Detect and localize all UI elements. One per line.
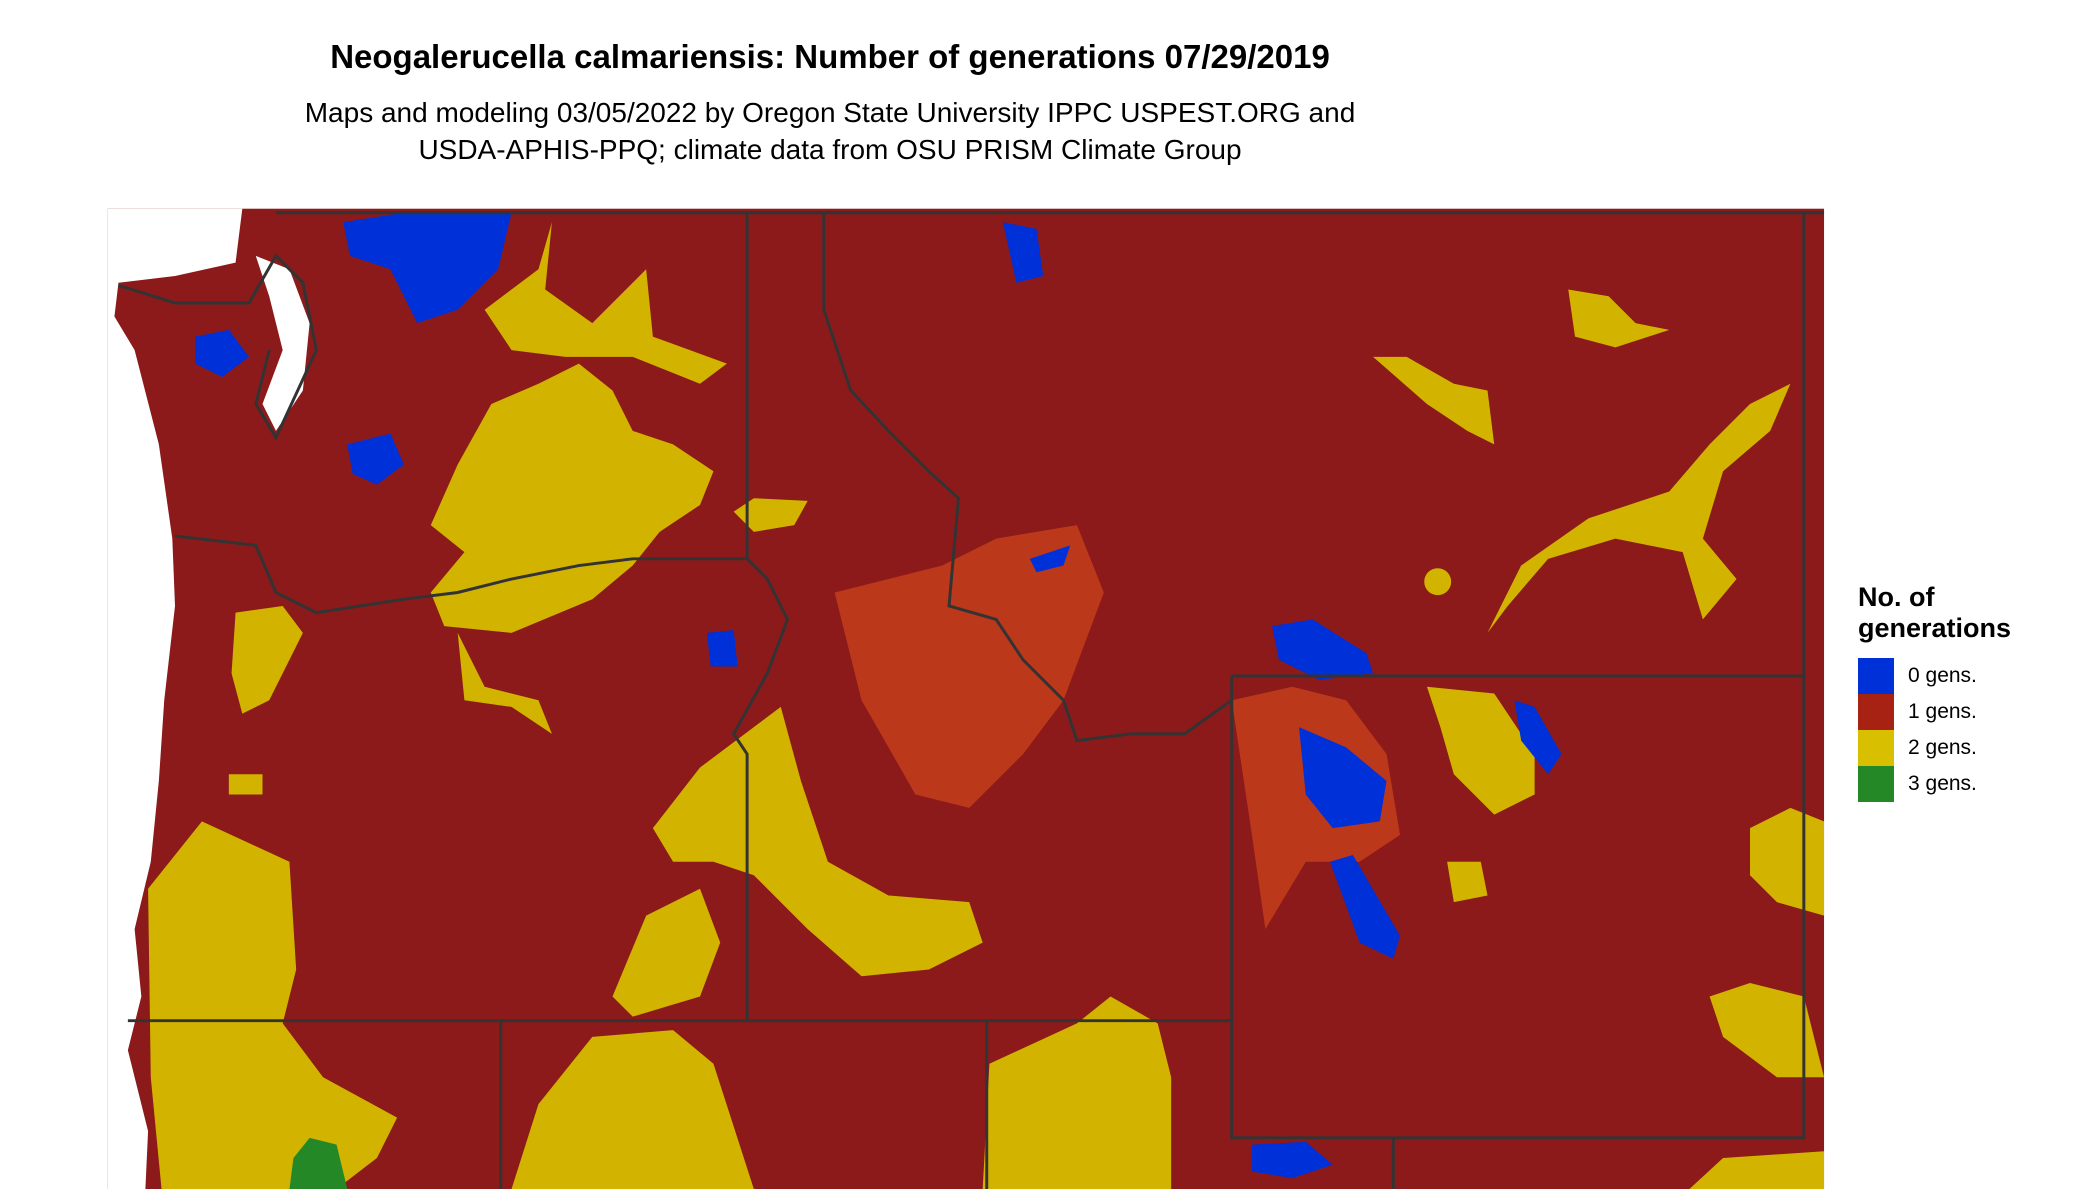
glacier xyxy=(1002,222,1044,283)
montana-small-patch xyxy=(1424,568,1452,596)
oregon-small-1 xyxy=(228,774,263,795)
zone-3-gens xyxy=(289,1137,348,1189)
legend-title: No. of generations xyxy=(1858,582,2011,644)
or-id-border xyxy=(731,557,790,1021)
wallowa xyxy=(706,630,738,667)
wind-river-range xyxy=(1330,855,1400,959)
blue-mountains-valley xyxy=(733,498,808,532)
map-title: Neogalerucella calmariensis: Number of g… xyxy=(330,38,1330,75)
legend-swatch xyxy=(1858,766,1894,802)
yakima-strip xyxy=(457,632,552,734)
olympics xyxy=(195,329,250,378)
state-boundaries xyxy=(118,211,1825,1189)
zone-2-gens xyxy=(148,222,1825,1189)
zone-0-gens xyxy=(195,212,1562,1179)
wyoming-highland xyxy=(1231,686,1400,930)
legend-title-line-2: generations xyxy=(1858,613,2012,643)
montana-musselshell xyxy=(1373,356,1495,445)
legend-item-0-gens: 0 gens. xyxy=(1858,658,2011,694)
puget-sound xyxy=(255,255,310,431)
zone-1-gens-highlands xyxy=(834,525,1400,930)
legend-label: 0 gens. xyxy=(1908,664,1977,687)
bighorns xyxy=(1514,700,1562,775)
wyoming-southeast xyxy=(1709,982,1825,1078)
legend-swatch xyxy=(1858,658,1894,694)
legend-item-3-gens: 3 gens. xyxy=(1858,766,2011,802)
subtitle-line-1: Maps and modeling 03/05/2022 by Oregon S… xyxy=(304,97,1356,128)
utah-north xyxy=(1689,1151,1825,1189)
map-subtitle: Maps and modeling 03/05/2022 by Oregon S… xyxy=(0,94,1660,168)
legend: No. of generations 0 gens. 1 gens. 2 gen… xyxy=(1858,582,2011,802)
mount-rainier xyxy=(347,433,404,485)
wa-or-border xyxy=(174,534,748,615)
okanogan-valley xyxy=(484,222,727,384)
wyoming-wind-river-basin xyxy=(1447,861,1488,903)
snake-river-plain xyxy=(652,706,983,977)
montana-north-patch xyxy=(1568,289,1670,348)
legend-swatch xyxy=(1858,730,1894,766)
legend-items: 0 gens. 1 gens. 2 gens. 3 gens. xyxy=(1858,658,2011,802)
southwest-idaho xyxy=(612,888,721,1017)
legend-title-line-1: No. of xyxy=(1858,582,1935,612)
willamette-valley xyxy=(231,605,303,714)
legend-swatch xyxy=(1858,694,1894,730)
wyoming-east xyxy=(1750,807,1825,916)
pacific-ocean xyxy=(107,208,243,1189)
legend-item-2-gens: 2 gens. xyxy=(1858,730,2011,766)
columbia-basin xyxy=(430,363,714,633)
north-cascades xyxy=(343,212,512,324)
idaho-highland xyxy=(834,525,1104,808)
uintas xyxy=(1251,1141,1333,1179)
wyoming-range xyxy=(1299,727,1387,829)
legend-label: 2 gens. xyxy=(1908,736,1977,759)
legend-label: 3 gens. xyxy=(1908,772,1977,795)
wa-coastline xyxy=(118,253,318,441)
subtitle-line-2: USDA-APHIS-PPQ; climate data from OSU PR… xyxy=(418,134,1242,165)
legend-item-1-gens: 1 gens. xyxy=(1858,694,2011,730)
nevada-east xyxy=(982,996,1172,1189)
wyoming-border xyxy=(1230,674,1806,1140)
central-idaho xyxy=(1029,545,1071,573)
bighorn-basin xyxy=(1426,686,1535,815)
id-mt-border xyxy=(822,212,1233,743)
southwest-oregon xyxy=(148,821,398,1189)
nevada-west xyxy=(511,1030,754,1189)
absaroka xyxy=(1272,619,1374,681)
legend-label: 1 gens. xyxy=(1908,700,1977,723)
montana-hiline xyxy=(1487,383,1791,633)
